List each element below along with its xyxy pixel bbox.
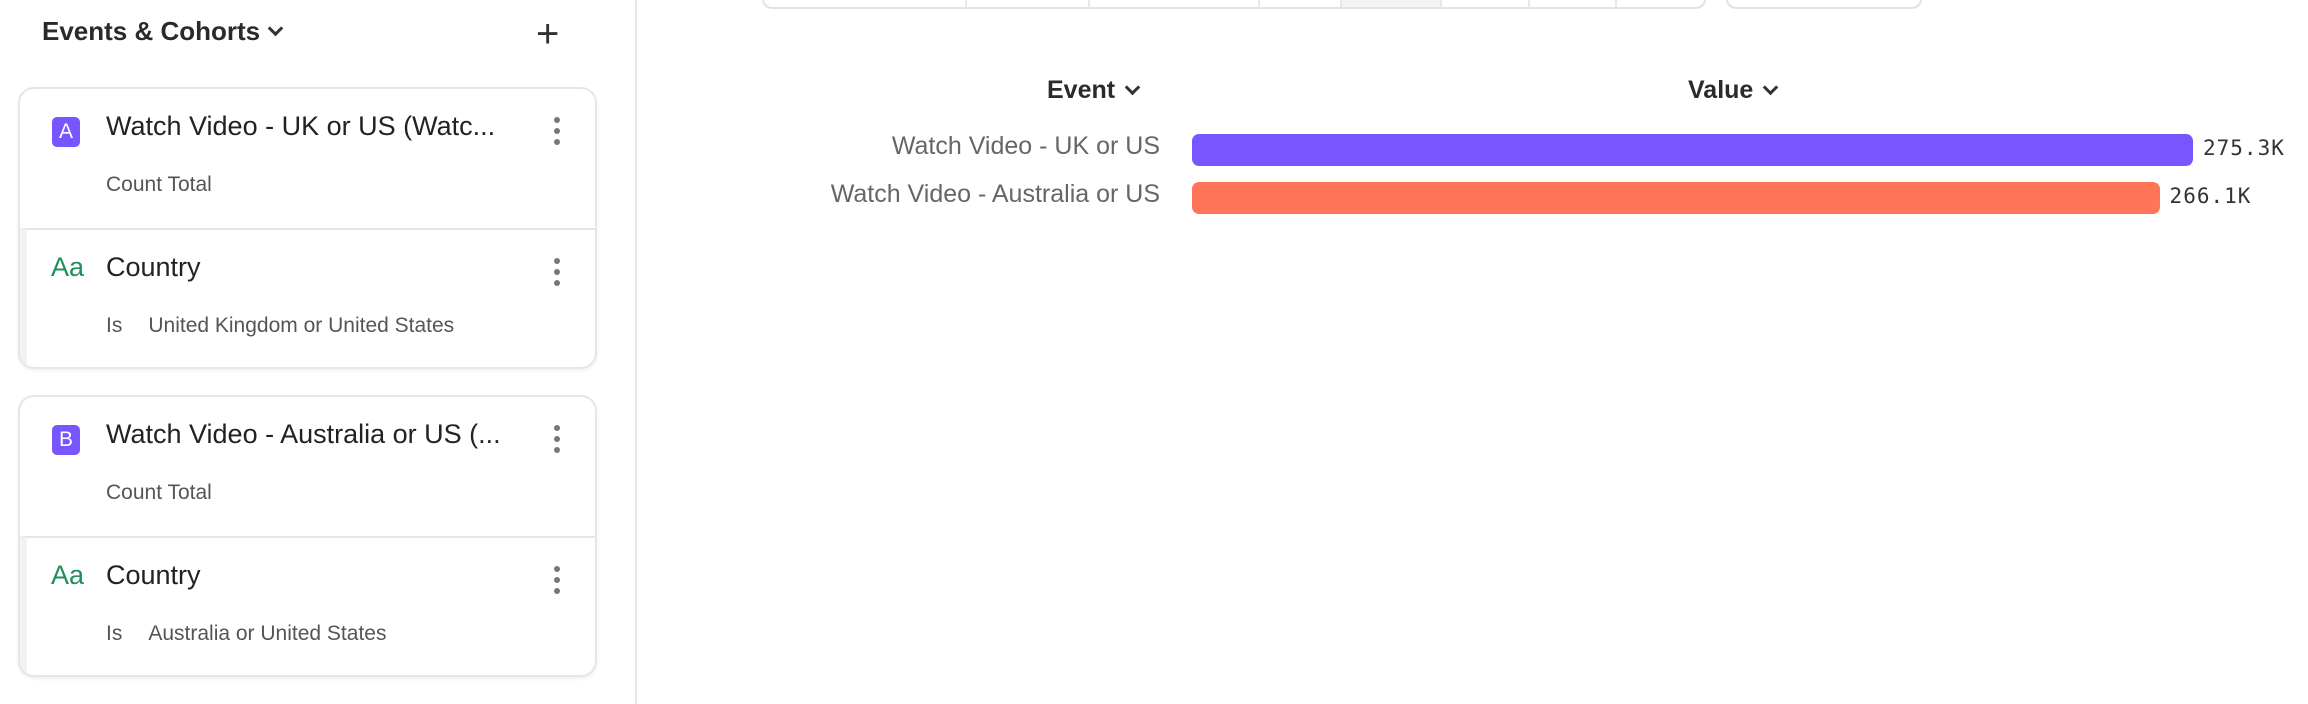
filter-operator: Is <box>106 622 123 645</box>
more-options-icon[interactable] <box>554 258 560 286</box>
sidebar-header: Events & Cohorts <box>42 16 261 46</box>
value-label: 266.1K <box>2169 184 2252 208</box>
category-label: Watch Video - UK or US <box>891 132 1160 160</box>
chevron-down-icon <box>1763 79 1779 96</box>
filter-operator: Is <box>106 314 123 337</box>
category-label: Watch Video - Australia or US <box>830 180 1160 208</box>
toolbar-segment[interactable] <box>967 0 1090 7</box>
chevron-down-icon <box>1124 79 1141 96</box>
toolbar-segment[interactable] <box>1617 0 1704 7</box>
value-label: 275.3K <box>2203 136 2285 160</box>
string-property-icon: Aa <box>51 252 85 282</box>
filter-value: United Kingdom or United States <box>148 314 455 337</box>
event-letter-badge: B <box>52 425 80 455</box>
event-card-b[interactable]: B Watch Video - Australia or US (... Cou… <box>18 395 597 677</box>
bar[interactable] <box>1192 134 2193 166</box>
date-range-toolbar[interactable] <box>762 0 1706 9</box>
toolbar-segment[interactable] <box>764 0 967 7</box>
event-column-header[interactable]: Event <box>1047 76 1141 105</box>
filter-condition[interactable]: Is United Kingdom or United States <box>106 314 454 338</box>
event-title[interactable]: Watch Video - Australia or US (... <box>106 419 501 449</box>
filter-property[interactable]: Country <box>106 560 201 590</box>
filter-value: Australia or United States <box>148 622 387 645</box>
filter-property[interactable]: Country <box>106 252 201 282</box>
event-letter-badge: A <box>52 117 80 147</box>
event-measure[interactable]: Count Total <box>106 481 212 504</box>
compare-button[interactable] <box>1726 0 1922 9</box>
bar[interactable] <box>1192 182 2160 214</box>
sidebar: Events & Cohorts + A Watch Video - UK or… <box>0 0 637 704</box>
value-column-header[interactable]: Value <box>1688 76 1779 105</box>
value-header-label: Value <box>1688 76 1754 104</box>
events-cohorts-dropdown[interactable]: Events & Cohorts <box>42 16 284 47</box>
more-options-icon[interactable] <box>554 425 560 453</box>
filter-condition[interactable]: Is Australia or United States <box>106 622 386 646</box>
toolbar-segment[interactable] <box>1442 0 1530 7</box>
event-card-a[interactable]: A Watch Video - UK or US (Watc... Count … <box>18 87 597 369</box>
event-measure[interactable]: Count Total <box>106 173 212 196</box>
chevron-down-icon <box>267 20 284 37</box>
more-options-icon[interactable] <box>554 117 560 145</box>
event-title[interactable]: Watch Video - UK or US (Watc... <box>106 111 496 141</box>
toolbar-segment[interactable] <box>1530 0 1617 7</box>
string-property-icon: Aa <box>51 560 85 590</box>
toolbar-segment[interactable] <box>1260 0 1342 7</box>
more-options-icon[interactable] <box>554 566 560 594</box>
toolbar-segment[interactable] <box>1090 0 1260 7</box>
add-event-button[interactable]: + <box>536 12 560 56</box>
toolbar-segment-selected[interactable] <box>1342 0 1442 7</box>
event-header-label: Event <box>1047 76 1116 104</box>
